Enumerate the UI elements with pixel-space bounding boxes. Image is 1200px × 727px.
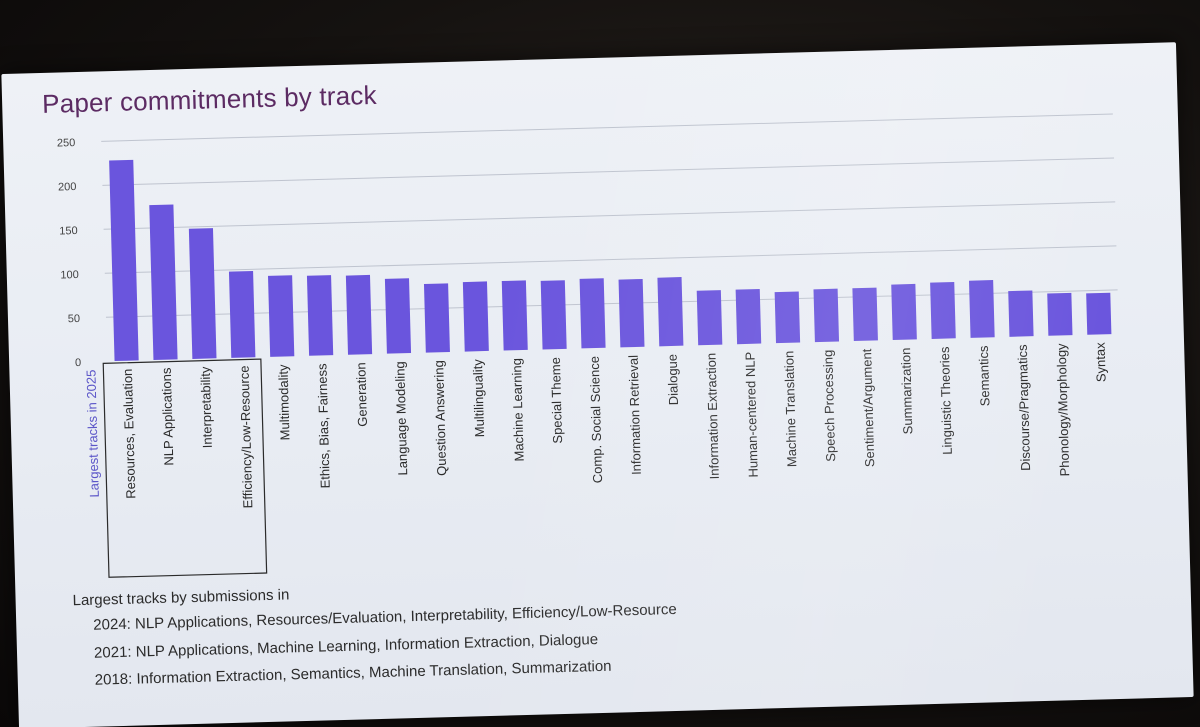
gridline	[105, 289, 1118, 318]
x-tick-label: Summarization	[898, 347, 915, 434]
y-tick-label: 150	[59, 225, 78, 237]
x-tick-label: NLP Applications	[159, 367, 177, 466]
highlight-label: Largest tracks in 2025	[83, 369, 101, 497]
bar	[1008, 290, 1034, 337]
bar	[149, 204, 178, 361]
bar	[188, 228, 217, 359]
x-tick-label: Discourse/Pragmatics	[1015, 344, 1033, 471]
bar	[930, 281, 956, 339]
y-tick-label: 100	[60, 269, 79, 281]
gridline	[103, 201, 1116, 230]
x-tick-label: Information Retrieval	[626, 355, 644, 475]
bar	[228, 271, 256, 358]
bar	[423, 283, 450, 353]
bar	[1047, 292, 1073, 336]
x-tick-label: Generation	[353, 362, 370, 427]
x-tick-label: Syntax	[1093, 342, 1109, 383]
bar	[618, 278, 645, 348]
bar	[579, 278, 606, 349]
x-tick-label: Comp. Social Science	[587, 356, 605, 484]
bar	[813, 288, 840, 343]
bar	[501, 280, 528, 351]
bar-chart: 0 50 100 150 200 250 Resources, Evaluation NLP …	[57, 113, 1118, 578]
bar	[306, 275, 334, 356]
gridline	[104, 245, 1117, 274]
x-tick-label: Multimodality	[275, 364, 292, 441]
projected-slide: Paper commitments by track 0 50 100 150 200 2…	[1, 42, 1194, 727]
gridline	[101, 113, 1113, 142]
bar	[891, 283, 917, 340]
x-tick-label: Machine Learning	[509, 358, 527, 462]
bar	[696, 290, 723, 346]
notes-block: Largest tracks by submissions in 2024: N…	[72, 576, 678, 700]
x-tick-label: Resources, Evaluation	[120, 369, 139, 499]
bar	[774, 291, 801, 344]
x-tick-label: Special Theme	[548, 357, 565, 444]
bar	[109, 159, 139, 362]
highlight-box	[102, 358, 268, 578]
y-tick-label: 200	[58, 181, 77, 193]
notes-line-2018: 2018: Information Extraction, Semantics,…	[94, 657, 612, 689]
x-tick-label: Linguistic Theories	[937, 346, 955, 455]
gridline	[102, 157, 1115, 186]
x-tick-label: Interpretability	[198, 366, 215, 449]
bar	[735, 289, 762, 345]
bar	[1086, 292, 1112, 335]
y-tick-label: 250	[57, 137, 76, 149]
x-tick-label: Language Modeling	[392, 361, 410, 476]
bar	[268, 275, 295, 357]
x-tick-label: Dialogue	[665, 354, 681, 406]
bar	[345, 274, 373, 355]
x-tick-label: Phonology/Morphology	[1054, 343, 1073, 477]
x-tick-label: Sentiment/Argument	[859, 348, 877, 467]
bar	[657, 277, 684, 347]
x-tick-label: Multilinguality	[470, 359, 487, 438]
bar	[384, 278, 412, 354]
bar	[462, 281, 489, 352]
x-tick-label: Ethics, Bias, Fairness	[314, 363, 332, 489]
x-tick-label: Speech Processing	[820, 350, 838, 462]
bar	[969, 280, 995, 338]
x-tick-label: Information Extraction	[703, 353, 721, 480]
x-tick-label: Semantics	[976, 345, 993, 407]
x-tick-label: Question Answering	[431, 360, 449, 476]
x-tick-label: Efficiency/Low-Resource	[237, 365, 256, 508]
y-tick-label: 50	[68, 313, 81, 325]
x-tick-label: Human-centered NLP	[742, 352, 760, 478]
bar	[852, 287, 878, 342]
x-tick-label: Machine Translation	[781, 351, 799, 468]
bar	[540, 280, 567, 350]
y-tick-label: 0	[75, 357, 81, 369]
